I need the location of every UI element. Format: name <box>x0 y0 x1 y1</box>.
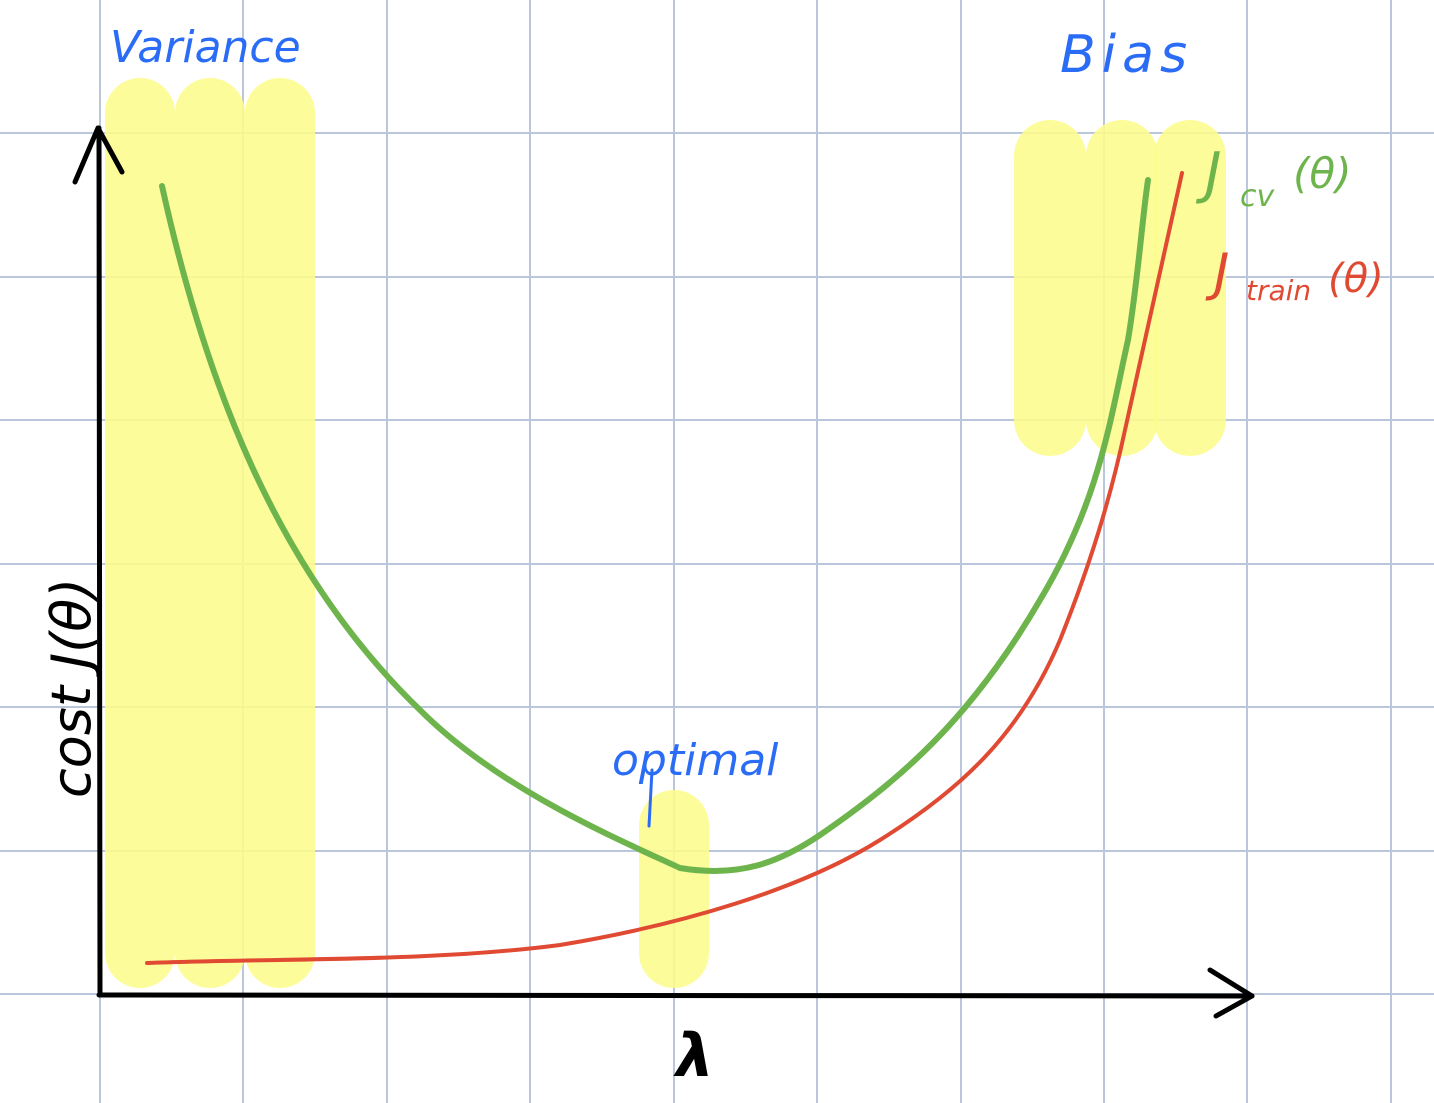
y-axis-line <box>96 125 103 998</box>
x-axis-label: λ <box>673 1021 714 1091</box>
bias-highlight <box>1014 120 1086 456</box>
cv-error-curve <box>159 177 1151 874</box>
axes <box>72 125 1255 1019</box>
train-label-argument: (θ) <box>1328 256 1384 302</box>
training-error-curve <box>145 171 1184 965</box>
cv-label-subscript: cv <box>1240 179 1275 214</box>
variance-highlight <box>245 78 315 988</box>
train-label-subscript: train <box>1246 274 1311 307</box>
bias-highlight <box>1154 120 1226 456</box>
bias-annotation: Bias <box>1060 25 1193 85</box>
highlights <box>105 78 1226 988</box>
variance-highlight <box>105 78 175 988</box>
variance-annotation: Variance <box>110 22 301 73</box>
y-axis-label: cost J(θ) <box>40 578 103 798</box>
optimal-pointer-tick <box>647 768 654 828</box>
bias-highlight <box>1086 120 1158 456</box>
x-axis-arrowhead <box>1207 967 1255 1019</box>
y-axis-arrowhead <box>72 125 125 185</box>
optimal-highlight <box>639 790 709 988</box>
x-axis-line <box>96 992 1255 999</box>
train-curve-label: J train (θ) <box>1205 243 1384 307</box>
variance-highlight <box>175 78 245 988</box>
cv-label-argument: (θ) <box>1293 149 1351 198</box>
optimal-annotation: optimal <box>612 735 779 786</box>
